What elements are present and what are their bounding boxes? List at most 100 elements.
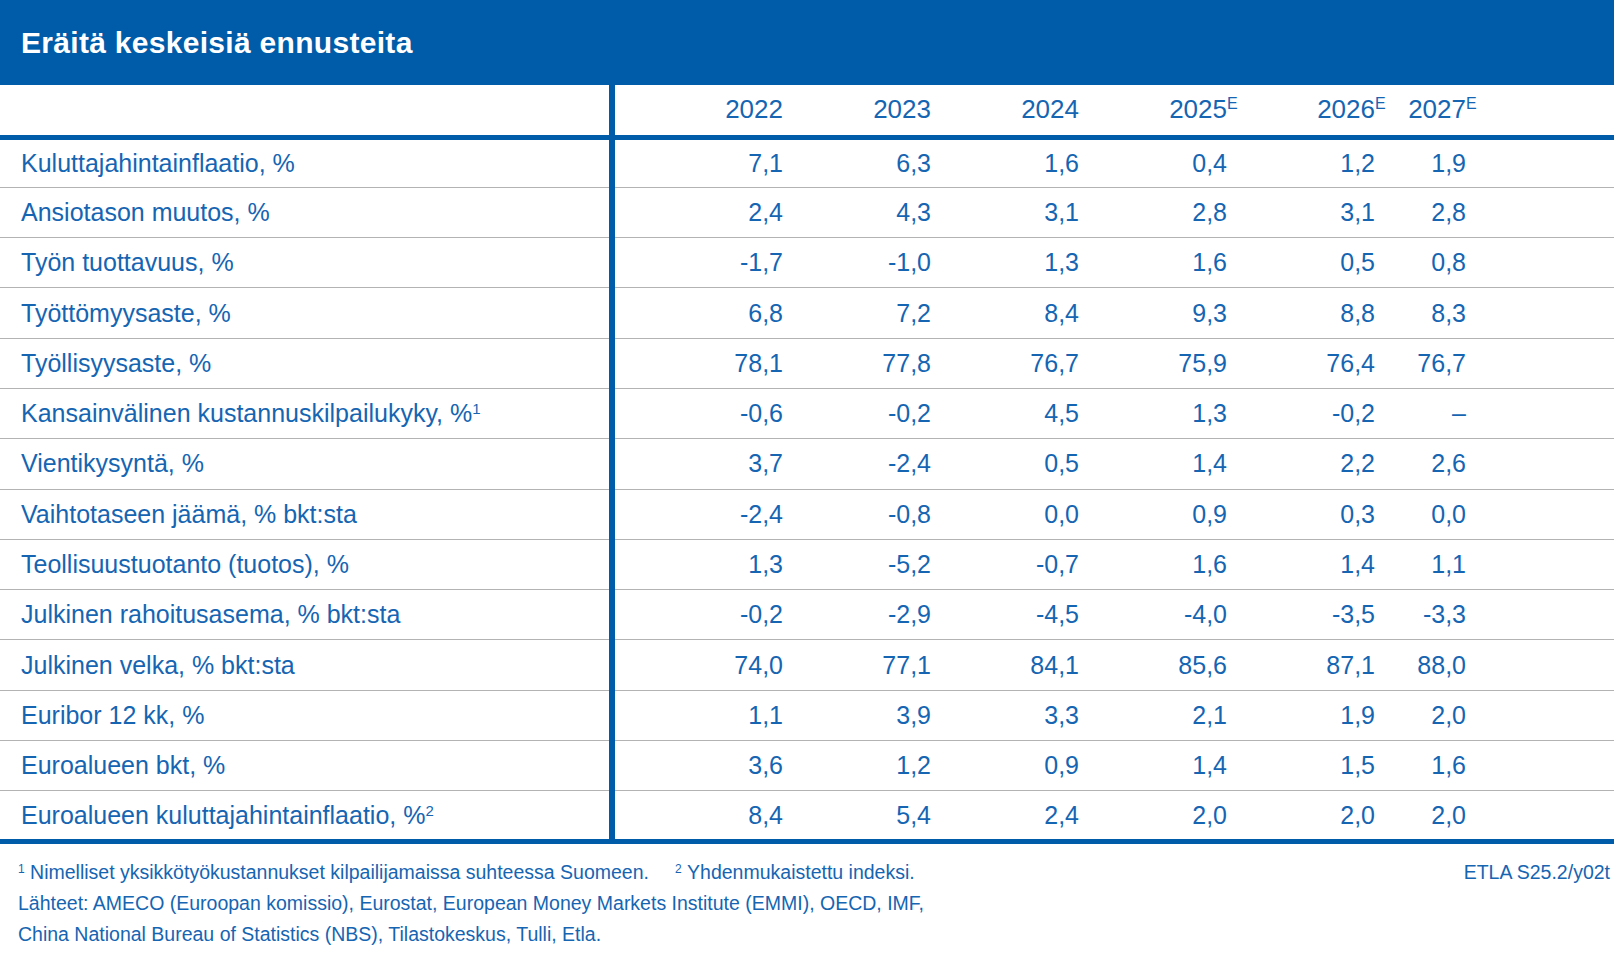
- value-cell: 1,2: [1227, 137, 1375, 187]
- value-cell: -0,2: [612, 590, 783, 640]
- value-cell: 1,3: [1079, 388, 1227, 438]
- row-label: Työn tuottavuus, %: [0, 238, 612, 288]
- value-cell: 75,9: [1079, 338, 1227, 388]
- value-cell: 0,9: [1079, 489, 1227, 539]
- filler-cell: [1466, 791, 1614, 841]
- value-cell: 6,8: [612, 288, 783, 338]
- value-cell: 9,3: [1079, 288, 1227, 338]
- value-cell: 3,1: [931, 187, 1079, 237]
- value-cell: 77,1: [783, 640, 931, 690]
- page-title: Eräitä keskeisiä ennusteita: [21, 26, 413, 60]
- value-cell: 1,6: [1079, 238, 1227, 288]
- filler-cell: [1466, 690, 1614, 740]
- value-cell: 88,0: [1375, 640, 1466, 690]
- value-cell: 0,4: [1079, 137, 1227, 187]
- value-cell: 1,6: [931, 137, 1079, 187]
- table-row: Euroalueen bkt, %3,61,20,91,41,51,6: [0, 741, 1614, 791]
- value-cell: 1,4: [1079, 439, 1227, 489]
- value-cell: 1,1: [1375, 539, 1466, 589]
- table-row: Julkinen velka, % bkt:sta74,077,184,185,…: [0, 640, 1614, 690]
- value-cell: 2,1: [1079, 690, 1227, 740]
- value-cell: 0,3: [1227, 489, 1375, 539]
- table-row: Vaihtotaseen jäämä, % bkt:sta-2,4-0,80,0…: [0, 489, 1614, 539]
- value-cell: 3,3: [931, 690, 1079, 740]
- value-cell: -0,2: [783, 388, 931, 438]
- value-cell: -3,3: [1375, 590, 1466, 640]
- year-header-2025: 2025E: [1079, 85, 1227, 137]
- footnotes-block: 1 Nimelliset yksikkötyökustannukset kilp…: [18, 857, 924, 950]
- value-cell: 0,0: [931, 489, 1079, 539]
- footnote-marker: 2: [675, 862, 682, 876]
- year-header-2022: 2022: [612, 85, 783, 137]
- table-footer: 1 Nimelliset yksikkötyökustannukset kilp…: [0, 844, 1614, 950]
- value-cell: 3,9: [783, 690, 931, 740]
- value-cell: -0,7: [931, 539, 1079, 589]
- value-cell: 76,7: [931, 338, 1079, 388]
- value-cell: 1,4: [1227, 539, 1375, 589]
- value-cell: 3,1: [1227, 187, 1375, 237]
- value-cell: 2,6: [1375, 439, 1466, 489]
- footnote-line: 1 Nimelliset yksikkötyökustannukset kilp…: [18, 857, 924, 888]
- value-cell: -3,5: [1227, 590, 1375, 640]
- filler-cell: [1466, 187, 1614, 237]
- value-cell: 1,3: [612, 539, 783, 589]
- value-cell: 0,5: [1227, 238, 1375, 288]
- table-row: Vientikysyntä, %3,7-2,40,51,42,22,6: [0, 439, 1614, 489]
- value-cell: 2,4: [612, 187, 783, 237]
- value-cell: 0,5: [931, 439, 1079, 489]
- value-cell: 76,7: [1375, 338, 1466, 388]
- value-cell: 4,3: [783, 187, 931, 237]
- value-cell: -0,8: [783, 489, 931, 539]
- value-cell: 2,0: [1079, 791, 1227, 841]
- footnote: 2 Yhdenmukaistettu indeksi.: [675, 861, 915, 883]
- filler-cell: [1466, 439, 1614, 489]
- value-cell: 1,4: [1079, 741, 1227, 791]
- value-cell: 78,1: [612, 338, 783, 388]
- forecast-table: 2022 2023 2024 2025E 2026E 2027E Kulutta…: [0, 85, 1614, 844]
- row-label: Euroalueen bkt, %: [0, 741, 612, 791]
- filler-cell: [1466, 640, 1614, 690]
- filler-cell: [1466, 338, 1614, 388]
- year-header-row: 2022 2023 2024 2025E 2026E 2027E: [0, 85, 1614, 137]
- value-cell: 2,2: [1227, 439, 1375, 489]
- value-cell: 8,4: [931, 288, 1079, 338]
- row-label: Työttömyysaste, %: [0, 288, 612, 338]
- value-cell: 85,6: [1079, 640, 1227, 690]
- table-row: Ansiotason muutos, %2,44,33,12,83,12,8: [0, 187, 1614, 237]
- value-cell: 8,3: [1375, 288, 1466, 338]
- value-cell: 1,5: [1227, 741, 1375, 791]
- value-cell: 4,5: [931, 388, 1079, 438]
- value-cell: 77,8: [783, 338, 931, 388]
- row-label: Vaihtotaseen jäämä, % bkt:sta: [0, 489, 612, 539]
- row-label: Julkinen rahoitusasema, % bkt:sta: [0, 590, 612, 640]
- value-cell: -1,7: [612, 238, 783, 288]
- label-column-header: [0, 85, 612, 137]
- row-label: Kuluttajahintainflaatio, %: [0, 137, 612, 187]
- title-banner: Eräitä keskeisiä ennusteita: [0, 0, 1614, 85]
- value-cell: 5,4: [783, 791, 931, 841]
- value-cell: -1,0: [783, 238, 931, 288]
- filler-cell: [1466, 388, 1614, 438]
- filler-cell: [1466, 539, 1614, 589]
- filler-cell: [1466, 741, 1614, 791]
- sources-line-2: China National Bureau of Statistics (NBS…: [18, 919, 924, 950]
- value-cell: 6,3: [783, 137, 931, 187]
- table-row: Työllisyysaste, %78,177,876,775,976,476,…: [0, 338, 1614, 388]
- value-cell: -0,6: [612, 388, 783, 438]
- value-cell: -2,9: [783, 590, 931, 640]
- value-cell: 0,8: [1375, 238, 1466, 288]
- value-cell: -4,0: [1079, 590, 1227, 640]
- row-label: Vientikysyntä, %: [0, 439, 612, 489]
- value-cell: 1,6: [1079, 539, 1227, 589]
- value-cell: 76,4: [1227, 338, 1375, 388]
- value-cell: 8,8: [1227, 288, 1375, 338]
- value-cell: 87,1: [1227, 640, 1375, 690]
- row-label: Euribor 12 kk, %: [0, 690, 612, 740]
- filler-cell: [1466, 137, 1614, 187]
- value-cell: 84,1: [931, 640, 1079, 690]
- row-label: Teollisuustuotanto (tuotos), %: [0, 539, 612, 589]
- year-header-2026: 2026E: [1227, 85, 1375, 137]
- value-cell: 2,8: [1079, 187, 1227, 237]
- value-cell: 74,0: [612, 640, 783, 690]
- filler-cell: [1466, 489, 1614, 539]
